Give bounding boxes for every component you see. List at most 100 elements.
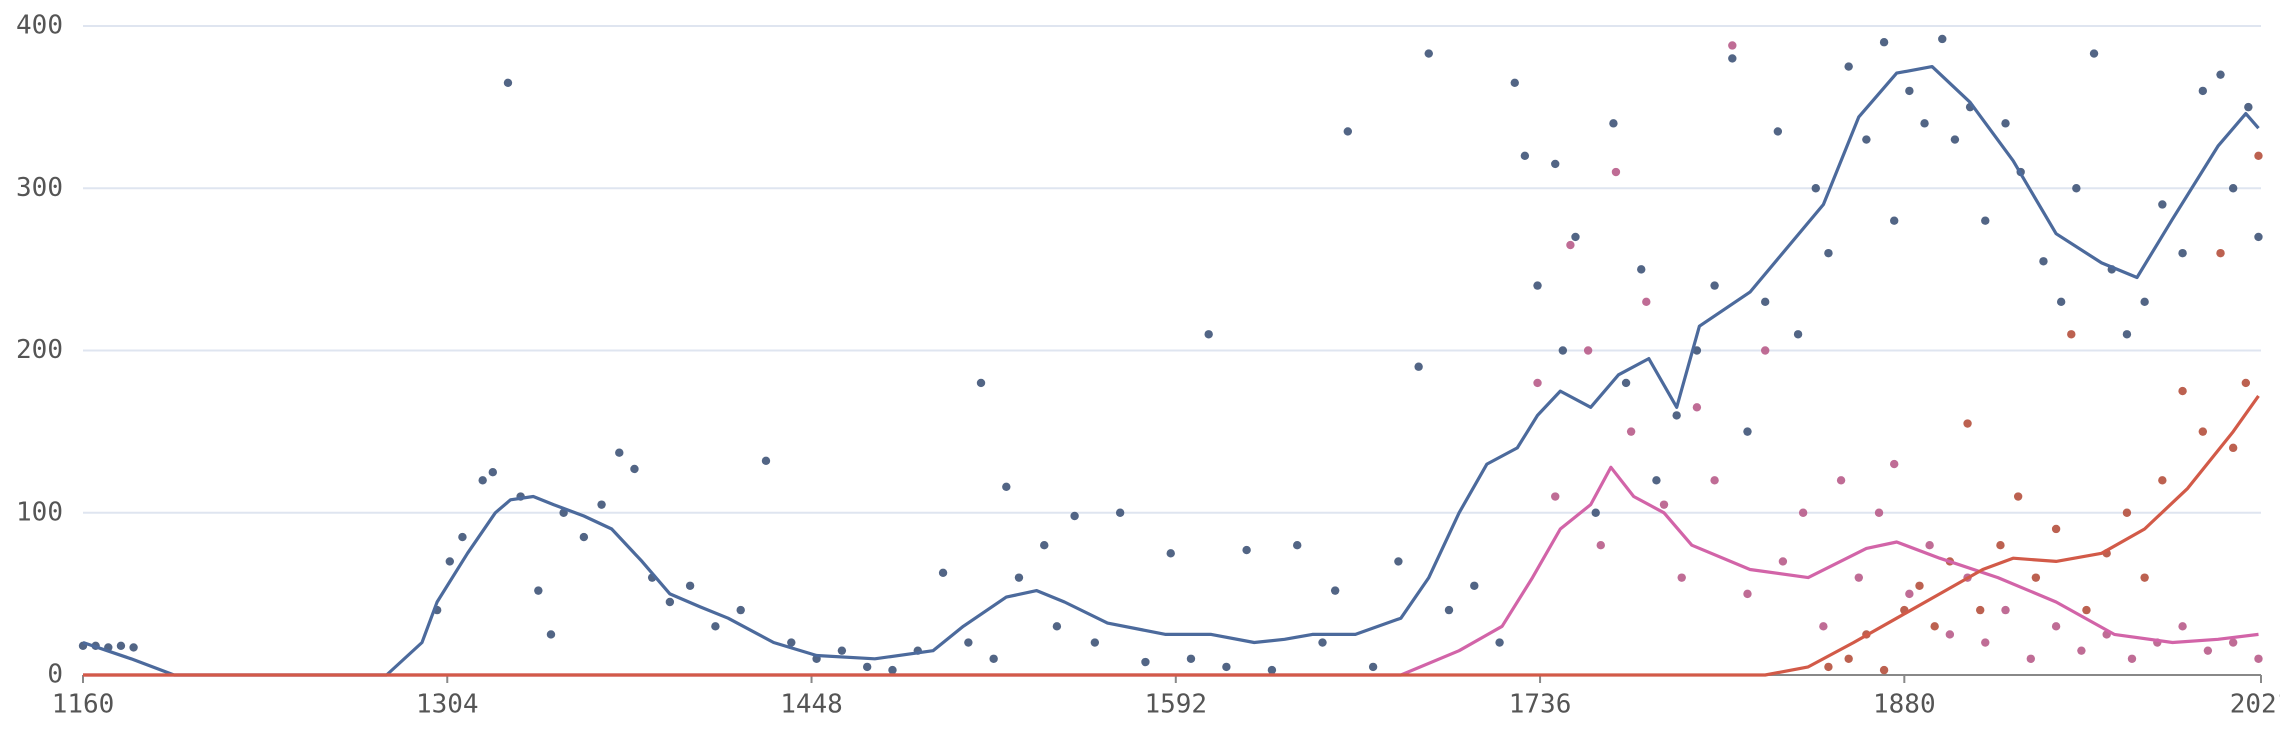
line bbox=[83, 465, 2259, 677]
scatter-point bbox=[1141, 657, 1150, 667]
y-tick-label: 300 bbox=[16, 173, 63, 203]
scatter-point bbox=[1424, 49, 1433, 58]
scatter-point bbox=[1659, 500, 1669, 509]
scatter-point bbox=[1981, 638, 1990, 647]
scatter-point bbox=[1495, 638, 1504, 647]
scatter-point bbox=[1444, 605, 1454, 615]
scatter-point bbox=[1596, 541, 1605, 550]
scatter-point bbox=[1938, 34, 1947, 44]
scatter-point bbox=[1874, 508, 1884, 517]
scatter-point bbox=[1905, 589, 1914, 599]
scatter-point bbox=[1728, 41, 1737, 50]
scatter-point bbox=[1743, 589, 1752, 599]
scatter-point bbox=[964, 638, 973, 647]
scatter-point bbox=[1222, 662, 1231, 672]
scatter-point bbox=[1879, 665, 1889, 675]
scatter-point bbox=[2001, 119, 2010, 128]
scatter-point bbox=[685, 581, 695, 590]
scatter-point bbox=[2089, 49, 2099, 58]
scatter-point bbox=[1824, 662, 1833, 672]
scatter-point bbox=[1728, 54, 1737, 63]
scatter-point bbox=[1090, 638, 1100, 647]
scatter-point bbox=[1930, 622, 1939, 631]
scatter-point bbox=[1330, 586, 1340, 595]
scatter-point bbox=[2067, 330, 2076, 339]
scatter-point bbox=[1533, 378, 1542, 388]
scatter-point bbox=[1566, 240, 1575, 250]
scatter-point bbox=[2140, 297, 2149, 307]
scatter-point bbox=[129, 643, 138, 652]
scatter-point bbox=[1915, 581, 1924, 590]
scatter-point bbox=[1743, 427, 1752, 436]
x-tick-label: 1592 bbox=[1144, 690, 1207, 720]
scatter-point bbox=[2122, 330, 2132, 339]
scatter-point bbox=[1014, 573, 1024, 582]
scatter-point bbox=[1976, 605, 1985, 615]
scatter-point bbox=[630, 464, 639, 474]
scatter-point bbox=[787, 638, 796, 647]
scatter-point bbox=[1626, 427, 1636, 436]
scatter-point bbox=[2254, 654, 2263, 663]
scatter-point bbox=[1710, 281, 1719, 290]
scatter-point bbox=[938, 568, 948, 577]
scatter-point bbox=[2228, 184, 2238, 193]
line bbox=[83, 394, 2260, 677]
scatter-point bbox=[1186, 654, 1196, 663]
scatter-point bbox=[1760, 346, 1770, 355]
scatter-point bbox=[736, 605, 745, 615]
scatter-point bbox=[2228, 443, 2238, 453]
scatter-point bbox=[2039, 257, 2048, 266]
scatter-point bbox=[1551, 159, 1560, 169]
scatter-point bbox=[1571, 232, 1580, 242]
scatter-point bbox=[1773, 127, 1783, 136]
scatter-point bbox=[1819, 622, 1828, 631]
scatter-point bbox=[478, 476, 487, 485]
scatter-point bbox=[1652, 476, 1661, 485]
scatter-point bbox=[2158, 200, 2167, 209]
scatter-point bbox=[2051, 524, 2061, 534]
scatter-point bbox=[2244, 102, 2253, 112]
scatter-point bbox=[2031, 573, 2041, 582]
scatter-point bbox=[1642, 297, 1651, 307]
scatter-point bbox=[1862, 135, 1871, 144]
scatter-point bbox=[2216, 248, 2225, 258]
y-tick-label: 400 bbox=[16, 11, 63, 41]
x-tick-label: 1160 bbox=[52, 690, 115, 720]
scatter-point bbox=[2254, 232, 2263, 242]
scatter-point bbox=[2127, 654, 2137, 663]
x-tick-label: 1448 bbox=[780, 690, 843, 720]
scatter-point bbox=[1844, 62, 1853, 71]
scatter-point bbox=[1510, 78, 1519, 87]
scatter-point bbox=[1115, 508, 1125, 517]
x-tick-label: 1304 bbox=[416, 690, 479, 720]
x-tick-label: 2021 bbox=[2230, 690, 2280, 720]
scatter-point bbox=[1925, 541, 1934, 550]
x-tick-label: 1880 bbox=[1873, 690, 1936, 720]
scatter-point bbox=[1672, 411, 1681, 420]
scatter-point bbox=[1981, 216, 1990, 225]
scatter-point bbox=[1318, 638, 1327, 647]
scatter-point bbox=[2178, 248, 2187, 258]
scatter-point bbox=[2158, 476, 2167, 485]
scatter-point bbox=[1621, 378, 1631, 388]
y-tick-label: 0 bbox=[47, 660, 63, 690]
scatter-point bbox=[976, 378, 986, 388]
x-tick-label: 1736 bbox=[1509, 690, 1572, 720]
scatter-point bbox=[837, 646, 847, 655]
scatter-point bbox=[445, 557, 454, 566]
scatter-point bbox=[1890, 459, 1899, 469]
scatter-point bbox=[1760, 297, 1770, 307]
scatter-point bbox=[1414, 362, 1423, 371]
y-tick-label: 200 bbox=[16, 335, 63, 365]
scatter-point bbox=[888, 665, 897, 675]
scatter-point bbox=[2228, 638, 2238, 647]
scatter-point bbox=[1854, 573, 1863, 582]
scatter-point bbox=[488, 467, 497, 477]
scatter-point bbox=[1611, 167, 1621, 177]
scatter-point bbox=[2216, 70, 2225, 79]
scatter-point bbox=[1811, 184, 1820, 193]
scatter-point bbox=[1591, 508, 1600, 517]
scatter-point bbox=[2072, 184, 2081, 193]
scatter-point bbox=[1070, 511, 1079, 521]
